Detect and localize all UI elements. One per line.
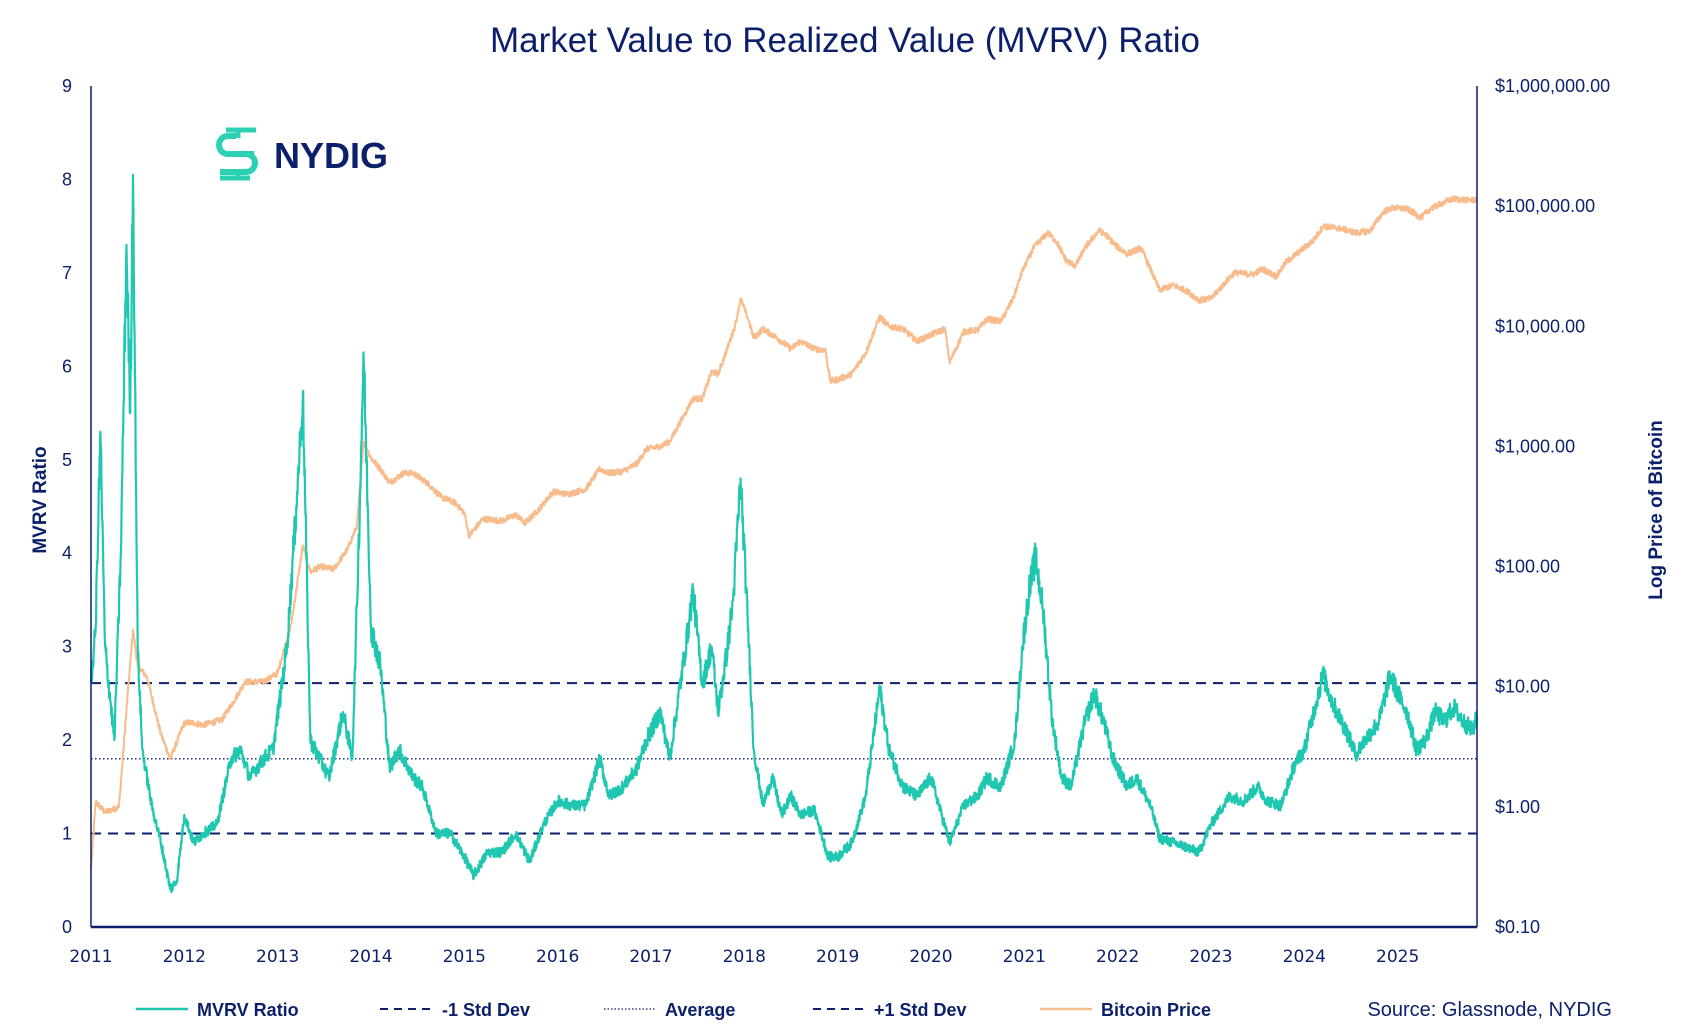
x-tick-label: 2012: [163, 947, 206, 967]
x-tick-label: 2021: [1003, 947, 1046, 967]
y-axis-left-ticks: 0 1 2 3 4 5 6 7 8 9: [62, 76, 72, 937]
axes: [90, 86, 1478, 929]
y-right-tick-label: $1,000,000.00: [1495, 76, 1610, 96]
y-right-tick-label: $10,000.00: [1495, 316, 1585, 336]
legend-label: Bitcoin Price: [1101, 1000, 1211, 1020]
mvrv-ratio-line: [89, 173, 1479, 894]
y-left-tick-label: 4: [62, 543, 72, 563]
y-left-tick-label: 5: [62, 450, 72, 470]
x-tick-label: 2024: [1283, 947, 1326, 967]
logo-icon-part: [220, 151, 258, 175]
y-left-tick-label: 0: [62, 917, 72, 937]
source-note: Source: Glassnode, NYDIG: [1367, 999, 1612, 1021]
y-left-tick-label: 2: [62, 730, 72, 750]
nydig-logo: NYDIG: [216, 127, 388, 181]
x-tick-label: 2019: [816, 947, 859, 967]
legend-label: MVRV Ratio: [197, 1000, 299, 1020]
x-axis-ticks: 2011 2012 2013 2014 2015 2016 2017 2018 2019 2020…: [69, 947, 1419, 967]
y-axis-right-title: Log Price of Bitcoin: [1646, 420, 1667, 599]
y-left-tick-label: 3: [62, 637, 72, 657]
y-axis-left-title: MVRV Ratio: [30, 446, 51, 553]
y-left-tick-label: 1: [62, 824, 72, 844]
y-right-tick-label: $100,000.00: [1495, 196, 1595, 216]
bitcoin-price-line: [90, 195, 1478, 870]
x-tick-label: 2016: [536, 947, 579, 967]
legend-item: Average: [604, 1000, 735, 1020]
x-tick-label: 2022: [1096, 947, 1139, 967]
x-tick-label: 2025: [1376, 947, 1419, 967]
legend-item: -1 Std Dev: [380, 1000, 530, 1020]
y-axis-right-ticks: $0.10 $1.00 $10.00 $100.00 $1,000.00 $10,000.…: [1495, 76, 1610, 937]
x-tick-label: 2015: [443, 947, 486, 967]
y-right-tick-label: $1,000.00: [1495, 436, 1575, 456]
x-tick-label: 2011: [69, 947, 112, 967]
x-tick-label: 2017: [629, 947, 672, 967]
y-left-tick-label: 7: [62, 263, 72, 283]
y-left-tick-label: 9: [62, 76, 72, 96]
x-tick-label: 2018: [723, 947, 766, 967]
logo-icon-part: [216, 133, 254, 157]
legend-label: -1 Std Dev: [442, 1000, 530, 1020]
y-right-tick-label: $1.00: [1495, 797, 1540, 817]
legend-label: Average: [665, 1000, 735, 1020]
series-bitcoin-price: [90, 195, 1478, 870]
series-mvrv-ratio: [89, 173, 1479, 894]
y-left-tick-label: 6: [62, 356, 72, 376]
x-tick-label: 2020: [909, 947, 952, 967]
y-right-tick-label: $100.00: [1495, 557, 1560, 577]
x-tick-label: 2014: [349, 947, 392, 967]
y-right-tick-label: $10.00: [1495, 677, 1550, 697]
x-tick-label: 2023: [1189, 947, 1232, 967]
chart-title: Market Value to Realized Value (MVRV) Ra…: [490, 21, 1200, 60]
x-tick-label: 2013: [256, 947, 299, 967]
legend: MVRV Ratio -1 Std Dev Average +1 Std Dev Bit…: [136, 1000, 1211, 1020]
legend-item: Bitcoin Price: [1040, 1000, 1211, 1020]
y-right-tick-label: $0.10: [1495, 917, 1540, 937]
logo-text: NYDIG: [274, 135, 388, 176]
reference-lines: [91, 682, 1477, 835]
y-left-tick-label: 8: [62, 169, 72, 189]
legend-item: +1 Std Dev: [813, 1000, 967, 1020]
nydig-logo-icon: [216, 127, 258, 181]
legend-item: MVRV Ratio: [136, 1000, 299, 1020]
legend-label: +1 Std Dev: [874, 1000, 967, 1020]
